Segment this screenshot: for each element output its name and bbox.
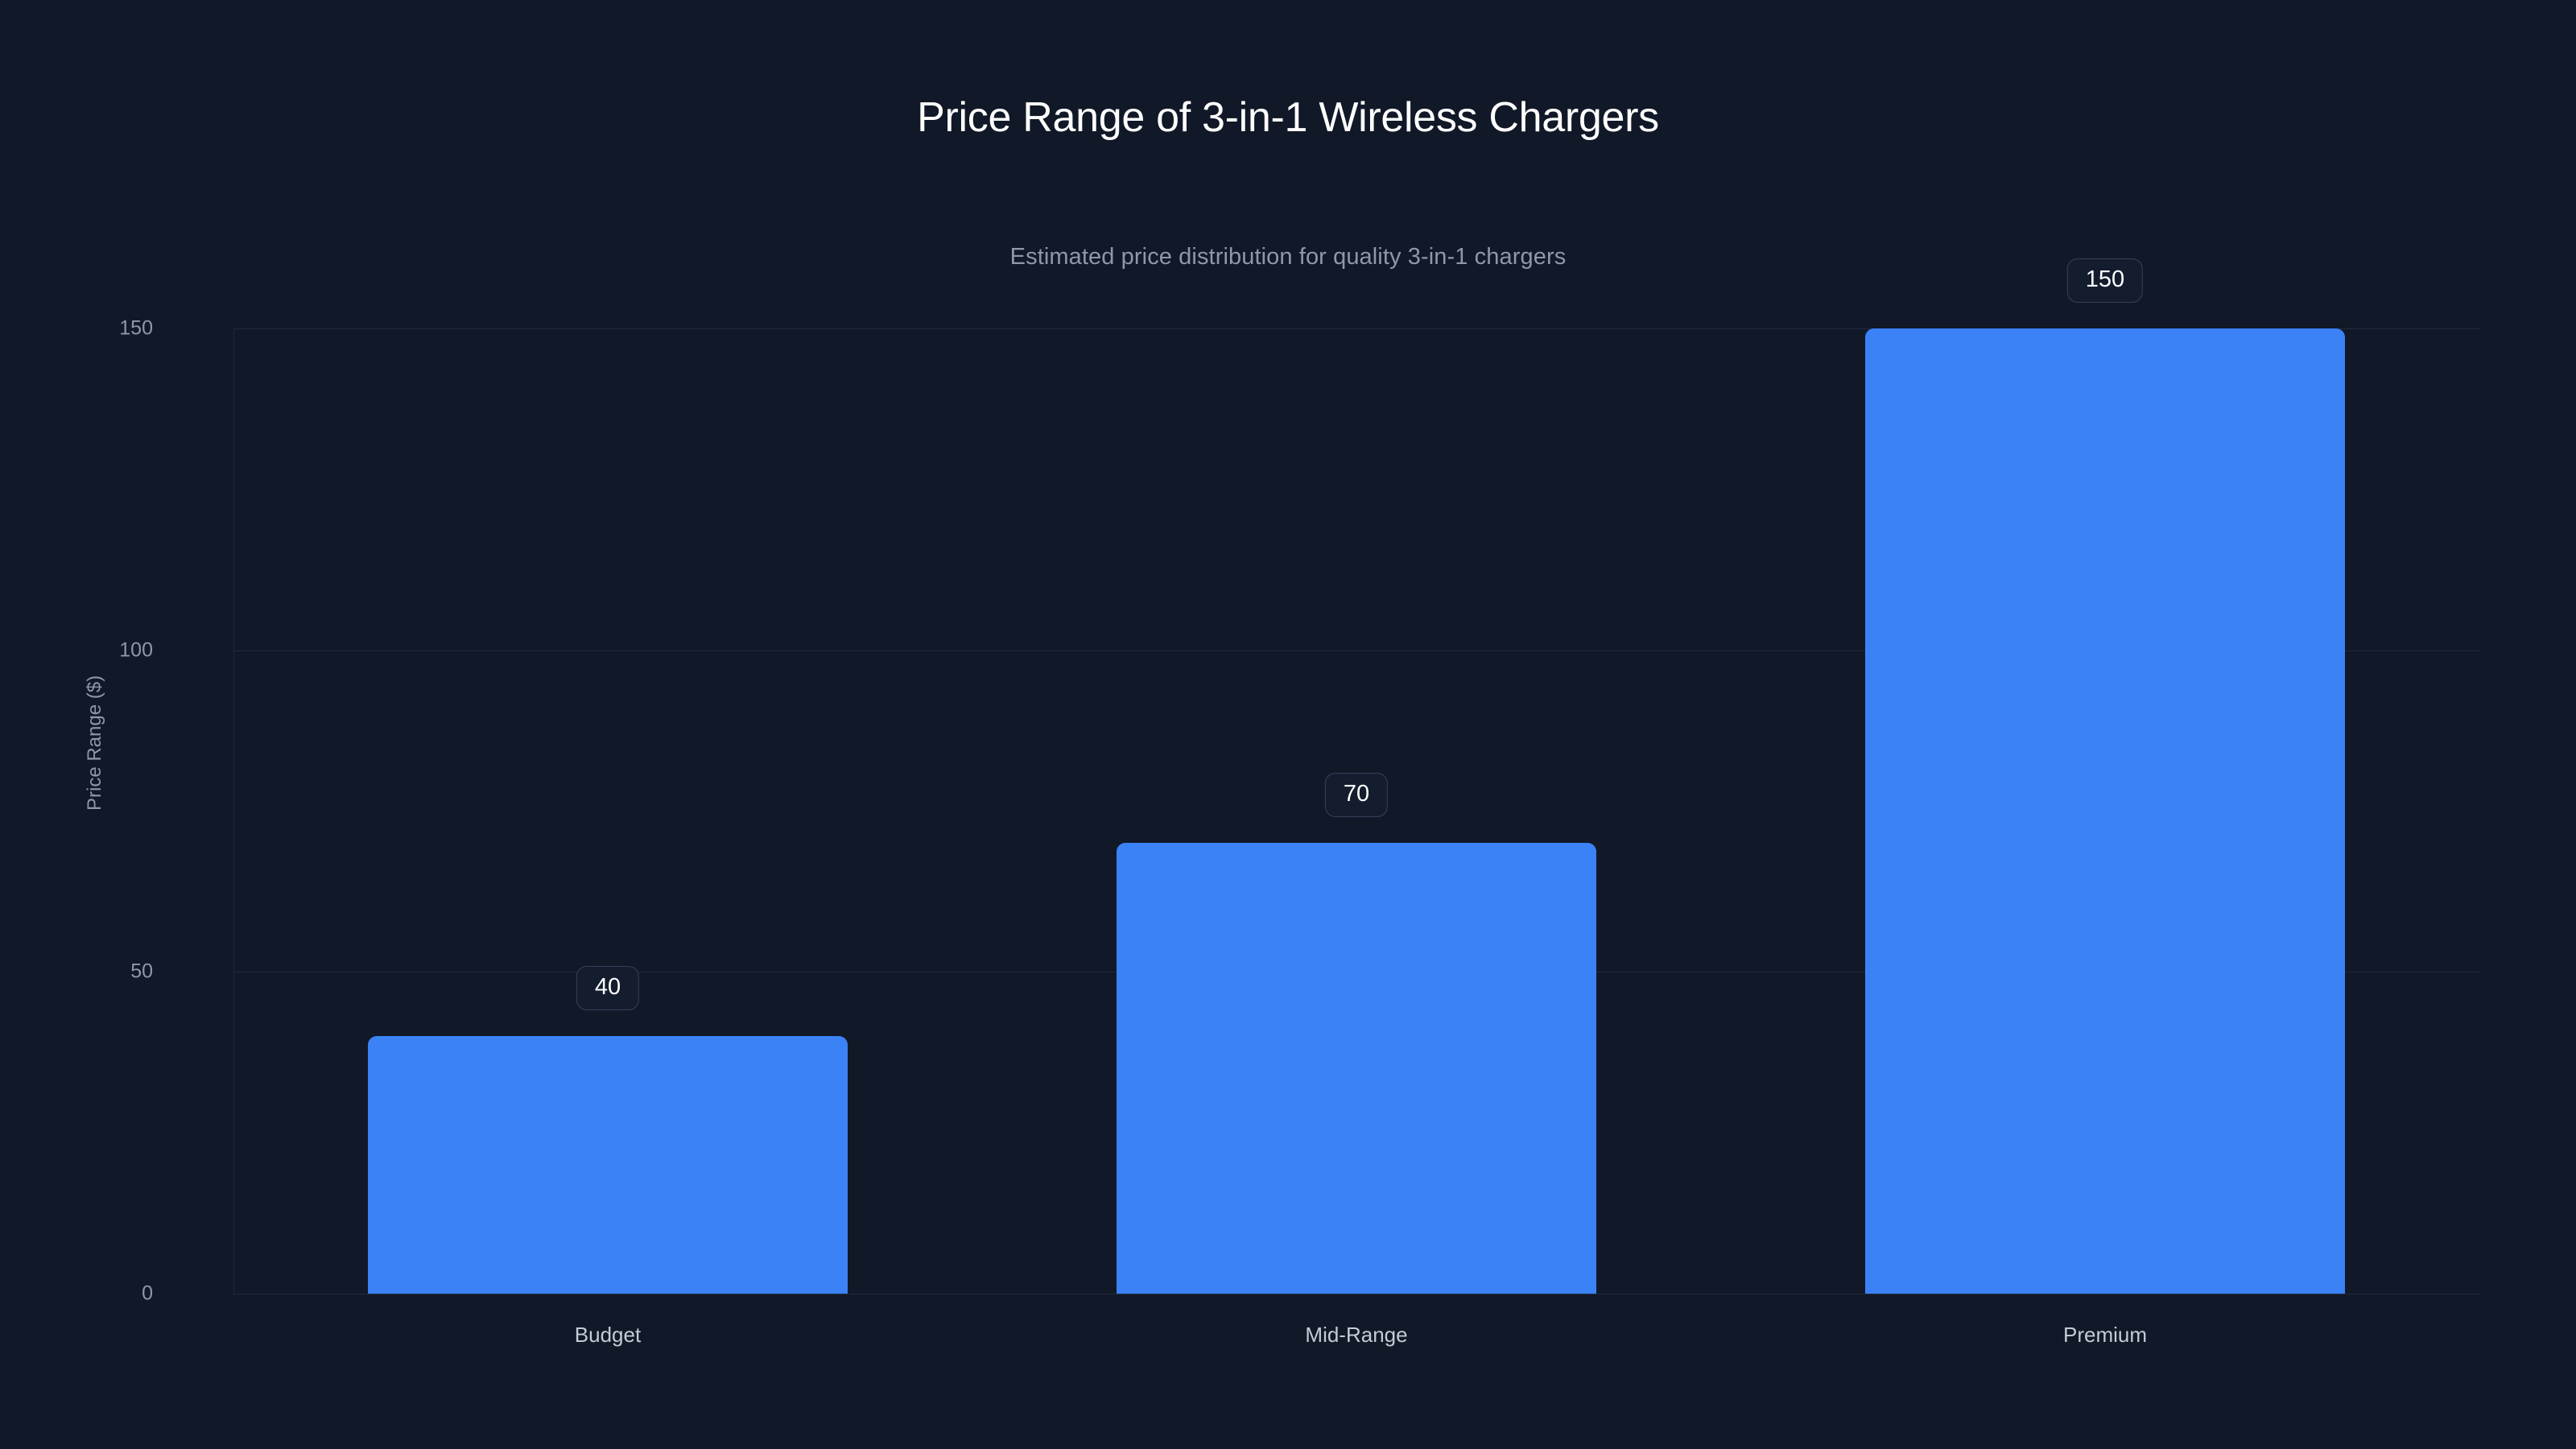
bar-group: 150 [1865,258,2345,1294]
chart-subtitle: Estimated price distribution for quality… [1009,244,1567,270]
gridline [233,328,2479,329]
y-axis-tick-label: 0 [142,1282,153,1305]
bar[interactable] [1117,843,1596,1294]
bar-value-label: 70 [1324,773,1389,818]
bar[interactable] [368,1036,848,1294]
bar-group: 70 [1117,328,1596,1294]
x-axis-tick-label: Budget [574,1323,642,1347]
bar-value-label: 40 [576,966,640,1011]
y-axis-tick-label: 150 [119,316,153,340]
chart-title: Price Range of 3-in-1 Wireless Chargers [917,94,1659,141]
y-axis-title: Price Range ($) [84,675,105,811]
gridline [233,650,2479,651]
x-axis-tick-label: Premium [2062,1323,2148,1347]
bar[interactable] [1865,328,2345,1294]
y-axis-tick-label: 100 [119,638,153,662]
bar-value-label: 150 [2066,258,2144,303]
y-axis-line [233,328,234,1294]
plot-area: 40 70 150 [233,258,2479,1294]
x-axis-tick-label: Mid-Range [1305,1323,1408,1347]
y-axis-tick-label: 50 [130,960,153,983]
bar-group: 40 [368,328,848,1294]
